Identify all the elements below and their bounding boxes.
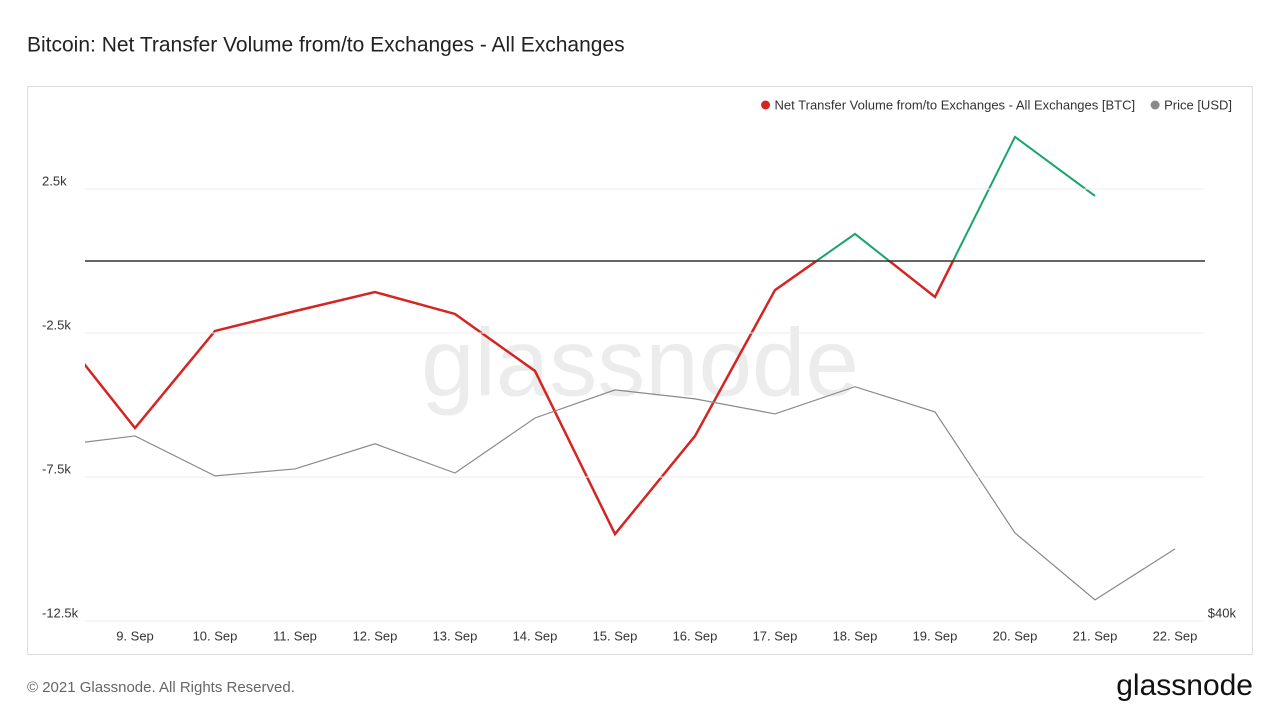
watermark: glassnode [421, 309, 859, 416]
y-tick-label: 2.5k [42, 173, 67, 188]
y-tick-label: -12.5k [42, 605, 79, 620]
legend-marker [761, 100, 771, 110]
chart-frame [27, 86, 1253, 655]
x-tick-label: 9. Sep [116, 628, 154, 643]
x-tick-label: 14. Sep [513, 628, 558, 643]
x-tick-label: 21. Sep [1073, 628, 1118, 643]
x-tick-label: 20. Sep [993, 628, 1038, 643]
chart-title: Bitcoin: Net Transfer Volume from/to Exc… [27, 34, 625, 57]
logo: glassnode [1116, 669, 1253, 702]
x-tick-label: 18. Sep [833, 628, 878, 643]
y-tick-label: -7.5k [42, 461, 71, 476]
y-tick-label: -2.5k [42, 317, 71, 332]
legend-marker [1150, 100, 1160, 110]
x-tick-label: 16. Sep [673, 628, 718, 643]
x-tick-label: 19. Sep [913, 628, 958, 643]
series-clip [85, 135, 1096, 537]
series-clip [85, 386, 1176, 601]
legend-label: Net Transfer Volume from/to Exchanges - … [775, 97, 1136, 112]
x-tick-label: 15. Sep [593, 628, 638, 643]
x-tick-label: 10. Sep [193, 628, 238, 643]
x-tick-label: 22. Sep [1153, 628, 1198, 643]
legend-label: Price [USD] [1164, 97, 1232, 112]
y2-tick-label: $40k [1208, 605, 1237, 620]
series-line [85, 260, 955, 537]
x-tick-label: 17. Sep [753, 628, 798, 643]
footer: © 2021 Glassnode. All Rights Reserved. [27, 679, 295, 696]
x-tick-label: 11. Sep [273, 628, 317, 643]
x-tick-label: 12. Sep [353, 628, 398, 643]
series-line [85, 386, 1176, 601]
x-tick-label: 13. Sep [433, 628, 478, 643]
